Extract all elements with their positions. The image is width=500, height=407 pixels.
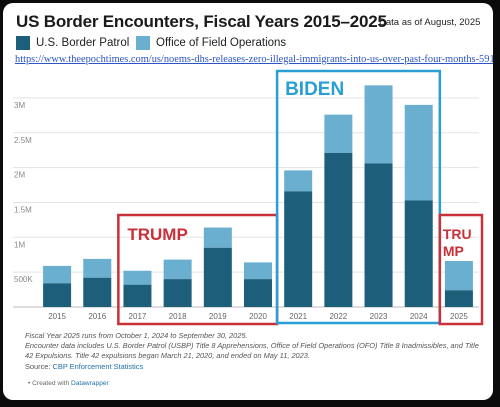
x-tick-label: 2023 — [370, 312, 388, 321]
source-line: Source: CBP Enforcement Statistics — [25, 362, 143, 371]
bar-field-operations — [244, 262, 272, 280]
bar-border-patrol — [284, 191, 313, 307]
x-tick-label: 2018 — [169, 312, 187, 321]
bar-border-patrol — [364, 163, 393, 307]
stacked-bar-chart: 500K 1M 1.5M 2M 2.5M 3M 2015 2016 2017 2018 2019 20… — [13, 69, 484, 326]
legend-item-field-operations: Office of Field Operations — [136, 36, 286, 50]
chart-title: US Border Encounters, Fiscal Years 2015–… — [16, 12, 387, 31]
bar-field-operations — [203, 227, 232, 248]
footnote-encounter-data: Encounter data includes U.S. Border Patr… — [25, 341, 479, 350]
x-tick-label: 2025 — [450, 312, 468, 321]
bar-border-patrol — [444, 290, 473, 307]
bar-field-operations — [324, 114, 353, 153]
chart-card: US Border Encounters, Fiscal Years 2015–… — [3, 3, 493, 400]
bar-border-patrol — [404, 200, 433, 307]
x-tick-label: 2015 — [48, 312, 66, 321]
legend-item-border-patrol: U.S. Border Patrol — [16, 36, 129, 50]
bar-field-operations — [284, 170, 313, 192]
source-label: Source: — [25, 362, 51, 371]
source-url-link[interactable]: https://www.theepochtimes.com/us/noems-d… — [15, 54, 493, 65]
x-tick-label: 2019 — [209, 312, 227, 321]
annotation-trump-second-term-line2: MP — [443, 243, 464, 259]
footnote-fiscal-year: Fiscal Year 2025 runs from October 1, 20… — [25, 331, 248, 340]
biden-term-box — [275, 69, 442, 325]
credit-brand-link[interactable]: Datawrapper — [71, 380, 109, 387]
bar-field-operations — [43, 265, 72, 284]
bar-border-patrol — [43, 283, 72, 307]
x-tick-label: 2021 — [289, 312, 307, 321]
annotation-trump-second-term-line1: TRU — [443, 226, 472, 242]
bar-border-patrol — [83, 277, 112, 307]
footnote-title-42: 42 Expulsions. Title 42 expulsions began… — [25, 351, 310, 360]
annotation-biden: BIDEN — [285, 79, 344, 100]
y-tick-label: 500K — [14, 275, 33, 284]
x-tick-label: 2024 — [410, 312, 428, 321]
bar-border-patrol — [244, 279, 272, 307]
x-tick-label: 2017 — [129, 312, 147, 321]
bar-field-operations — [444, 261, 473, 291]
bar-field-operations — [404, 104, 433, 201]
bar-border-patrol — [324, 152, 353, 307]
data-date-note: Data as of August, 2025 — [379, 17, 481, 28]
credit-label: • Created with — [28, 380, 70, 387]
x-tick-label: 2016 — [88, 312, 106, 321]
y-tick-label: 1.5M — [14, 205, 32, 214]
y-tick-label: 2.5M — [14, 136, 32, 145]
legend-label-border-patrol: U.S. Border Patrol — [36, 37, 130, 49]
annotation-trump-first-term: TRUMP — [127, 225, 187, 244]
x-tick-label: 2020 — [249, 312, 267, 321]
bar-field-operations — [364, 85, 393, 164]
y-tick-label: 1M — [14, 240, 25, 249]
trump-second-term-box — [438, 213, 484, 326]
bar-border-patrol — [123, 284, 152, 307]
legend-swatch-field-operations — [136, 36, 150, 50]
y-tick-label: 2M — [14, 171, 25, 180]
legend-swatch-border-patrol — [16, 36, 30, 50]
bar-field-operations — [163, 259, 192, 280]
x-tick-label: 2022 — [329, 312, 347, 321]
bar-border-patrol — [203, 247, 232, 307]
y-tick-label: 3M — [14, 101, 25, 110]
datawrapper-credit: • Created with Datawrapper — [28, 380, 109, 387]
bar-field-operations — [83, 258, 112, 278]
bar-border-patrol — [163, 279, 192, 307]
source-link[interactable]: CBP Enforcement Statistics — [52, 362, 144, 371]
bar-field-operations — [123, 270, 152, 285]
legend-label-field-operations: Office of Field Operations — [156, 37, 287, 49]
